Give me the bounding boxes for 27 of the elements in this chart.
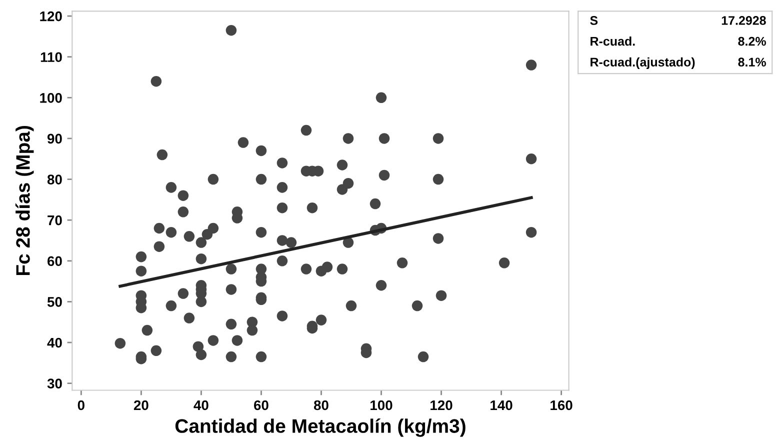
y-tick-label: 120 — [40, 11, 62, 22]
x-tick-label: 40 — [194, 400, 208, 410]
text: 17.2928 — [722, 16, 766, 25]
text: 8.2% — [738, 36, 766, 46]
y-tick-label: 40 — [47, 338, 62, 348]
x-axis-title: Cantidad de Metacaolín (kg/m3) — [175, 418, 466, 437]
y-tick-label: 60 — [48, 256, 62, 266]
text: R-cuad.(ajustado) — [590, 57, 695, 70]
y-tick-label: 50 — [47, 297, 62, 307]
x-tick-label: 140 — [490, 400, 512, 410]
y-tick-label: 80 — [47, 174, 62, 184]
text: S — [590, 16, 598, 25]
y-tick-label: 70 — [48, 215, 62, 226]
x-tick-label: 100 — [370, 400, 392, 410]
text: 8.1% — [738, 58, 766, 67]
x-tick-label: 60 — [254, 400, 268, 410]
y-axis-title: Fc 28 días (Mpa) — [15, 126, 34, 276]
y-tick-label: 30 — [47, 378, 62, 388]
x-tick-label: 20 — [134, 400, 148, 410]
x-tick-label: 0 — [78, 400, 84, 410]
y-tick-label: 90 — [47, 134, 62, 144]
x-tick-label: 120 — [430, 400, 452, 410]
y-tick-label: 110 — [40, 52, 62, 62]
x-tick-label: 80 — [314, 400, 328, 410]
y-tick-label: 100 — [40, 92, 62, 103]
x-tick-label: 160 — [550, 400, 572, 410]
text: R-cuad. — [590, 36, 635, 46]
